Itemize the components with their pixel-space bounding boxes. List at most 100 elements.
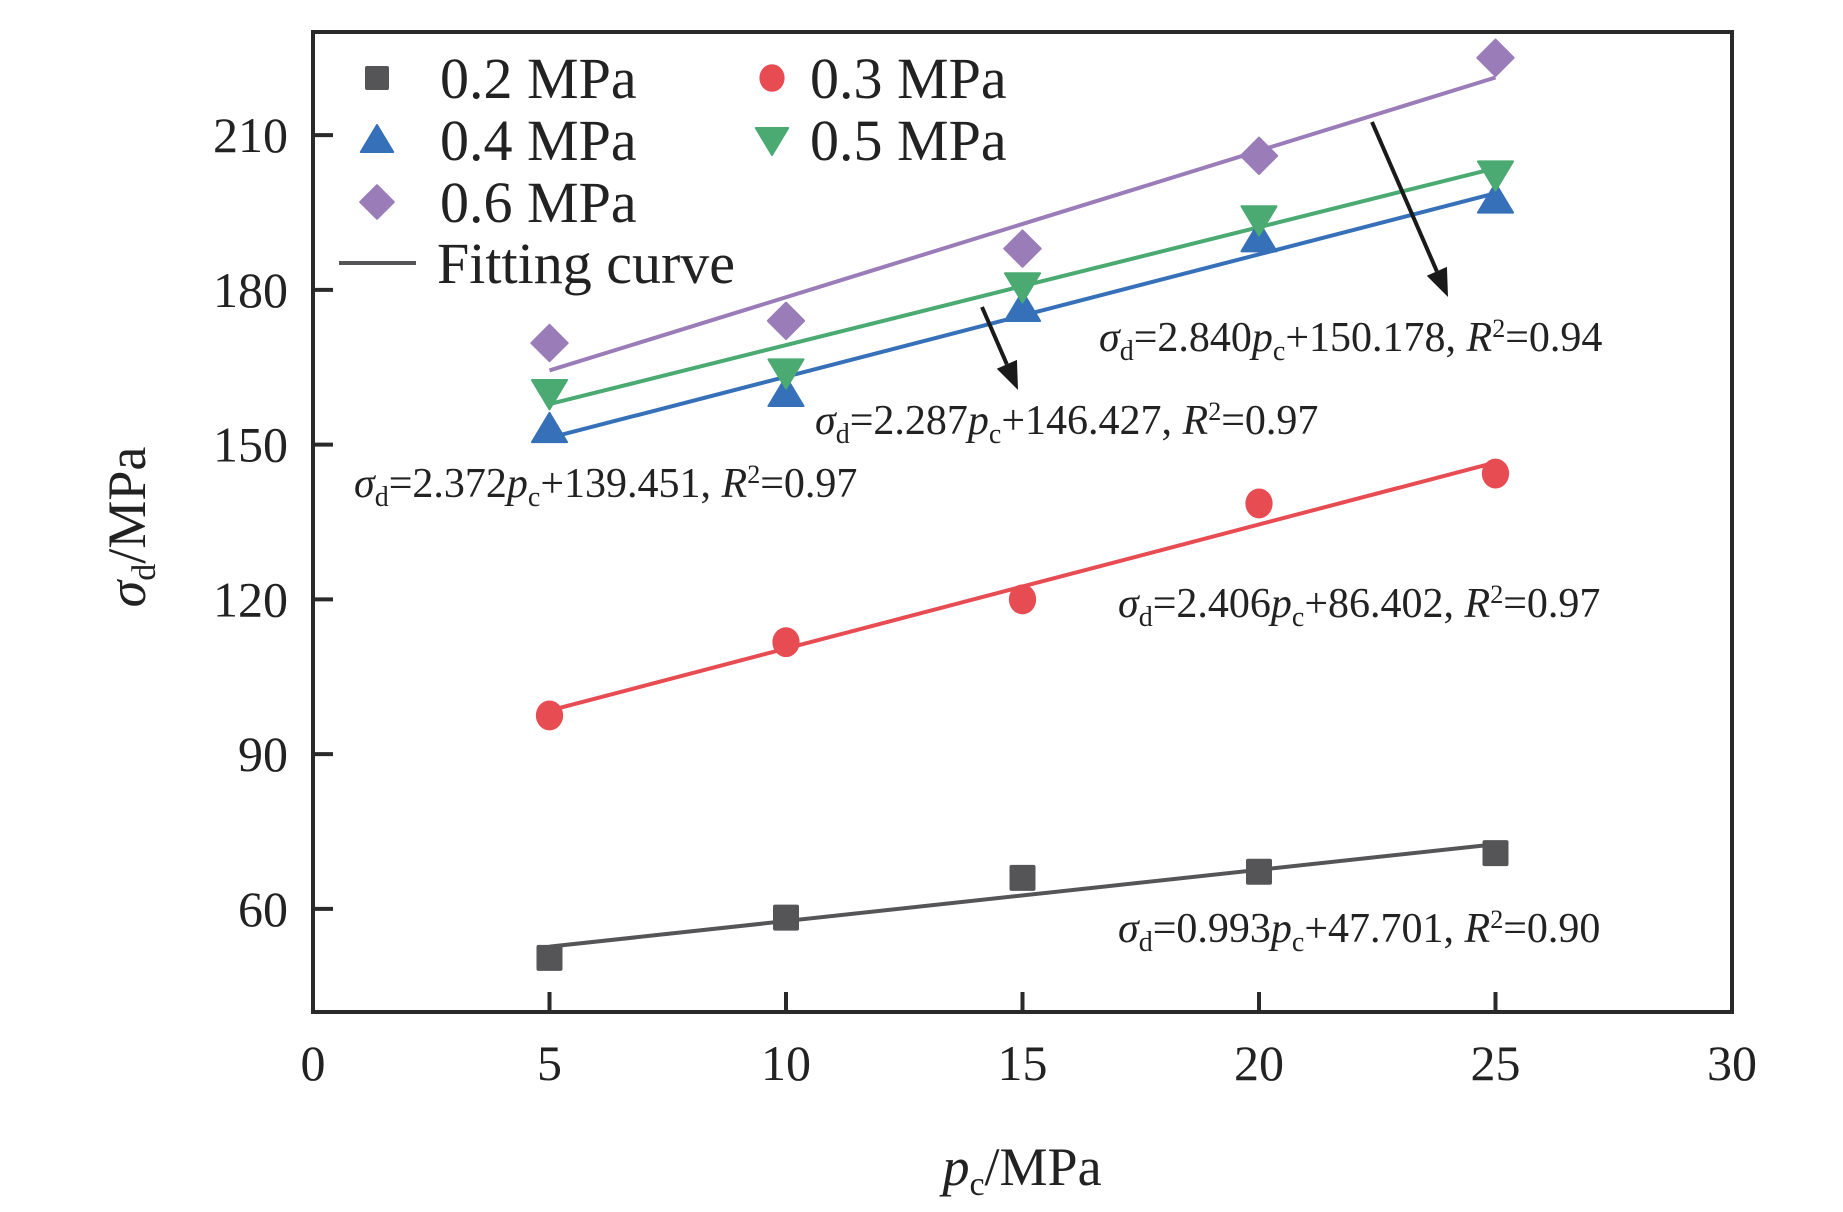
y-tick-label: 210 [213, 107, 288, 163]
data-point [773, 904, 799, 931]
fit-line-0-2-MPa [549, 842, 1496, 949]
x-tick-label: 5 [537, 1035, 562, 1091]
x-axis-title-unit: /MPa [985, 1137, 1102, 1197]
equation-part: 2 [1208, 397, 1221, 426]
annotation-arrow [1370, 121, 1448, 297]
equation-part: d [1139, 927, 1153, 958]
data-point [530, 411, 569, 444]
data-point [772, 627, 800, 658]
data-point [767, 358, 805, 390]
data-point [535, 700, 564, 731]
legend-label: 0.5 MPa [810, 108, 1007, 173]
data-markers [530, 38, 1515, 971]
y-tick-label: 90 [238, 726, 288, 782]
equation-part: +86.402, [1304, 581, 1464, 627]
equation-part: +47.701, [1304, 906, 1464, 952]
x-tick-label: 30 [1707, 1035, 1757, 1091]
equation-part: R [1182, 398, 1209, 444]
equation-part: σ [1118, 581, 1141, 627]
legend-marker-square-icon [365, 66, 389, 90]
arrow-shaft [1370, 121, 1439, 273]
x-tick-label: 10 [761, 1035, 811, 1091]
equation-part: c [1292, 602, 1304, 633]
y-tick-label: 60 [238, 881, 288, 937]
data-point [530, 323, 569, 363]
equation-part: c [1292, 927, 1304, 958]
fit-equation: σd=2.406pc+86.402, R2=0.97 [1118, 580, 1600, 633]
equation-part: R [721, 461, 748, 507]
fit-equation: σd=2.840pc+150.178, R2=0.94 [1099, 314, 1602, 367]
data-point [530, 379, 569, 411]
data-point [767, 375, 805, 408]
equation-part: σ [1099, 315, 1122, 361]
data-point [1476, 160, 1515, 192]
equation-part: =2.840 [1134, 315, 1252, 361]
equation-part: d [1139, 602, 1153, 633]
equation-part: =0.993 [1153, 906, 1271, 952]
equation-part: R [1464, 581, 1491, 627]
x-axis-title-main: p [938, 1137, 969, 1197]
equation-part: 2 [1490, 905, 1503, 934]
x-tick-label: 20 [1234, 1035, 1284, 1091]
data-point [1003, 290, 1042, 322]
equation-part: p [1268, 906, 1292, 952]
equation-part: p [1268, 581, 1292, 627]
arrow-head-icon [1426, 266, 1448, 297]
equation-part: σ [354, 461, 377, 507]
equation-part: +146.427, [1001, 398, 1182, 444]
equation-part: +150.178, [1285, 315, 1466, 361]
legend-label: 0.6 MPa [440, 170, 637, 235]
data-point [1246, 858, 1272, 885]
equation-part: d [375, 482, 389, 513]
y-tick-label: 120 [213, 571, 288, 627]
data-point [1482, 840, 1509, 867]
equation-part: =2.406 [1153, 581, 1271, 627]
data-point [1239, 136, 1279, 175]
legend-marker-triangle-up-icon [359, 124, 395, 153]
equation-part: c [1273, 336, 1285, 367]
equation-part: d [836, 419, 850, 450]
y-axis-title-unit: /MPa [97, 447, 157, 564]
legend-marker-circle-icon [759, 64, 785, 92]
annotation-arrow [980, 306, 1018, 390]
equation-part: p [504, 461, 528, 507]
data-point [1481, 458, 1510, 489]
fit-equation: σd=0.993pc+47.701, R2=0.90 [1118, 905, 1600, 958]
fit-line-0-6-MPa [548, 75, 1497, 373]
x-axis-title: pc/MPa [938, 1137, 1101, 1203]
x-tick-label: 0 [301, 1035, 326, 1091]
data-point [1476, 182, 1515, 214]
equation-part: σ [815, 398, 838, 444]
equation-part: =2.372 [389, 461, 507, 507]
data-point [766, 301, 806, 341]
data-point [1008, 584, 1037, 615]
data-point [1476, 38, 1515, 77]
legend-fit-label: Fitting curve [437, 231, 735, 296]
fit-lines [548, 75, 1497, 949]
legend-label: 0.3 MPa [810, 46, 1007, 111]
data-point [1009, 864, 1036, 891]
equation-part: R [1464, 906, 1491, 952]
equation-part: =0.97 [1503, 581, 1600, 627]
equation-part: d [1120, 336, 1134, 367]
equation-part: =0.94 [1505, 315, 1602, 361]
equation-part: 2 [1490, 580, 1503, 609]
y-tick-label: 150 [213, 417, 288, 473]
equation-part: p [965, 398, 989, 444]
data-point [1003, 272, 1042, 304]
data-point [1003, 229, 1042, 268]
x-tick-label: 15 [998, 1035, 1048, 1091]
legend-marker-triangle-down-icon [754, 127, 790, 156]
fit-equation: σd=2.287pc+146.427, R2=0.97 [815, 397, 1318, 450]
y-axis-ticks: 60 90 120 150 180 210 [213, 107, 333, 937]
arrow-head-icon [996, 359, 1018, 390]
equation-part: =2.287 [850, 398, 968, 444]
equation-part: R [1466, 315, 1493, 361]
equation-part: σ [1118, 906, 1141, 952]
fit-equations: σd=0.993pc+47.701, R2=0.90σd=2.406pc+86.… [354, 314, 1602, 958]
legend-label: 0.4 MPa [440, 108, 637, 173]
arrow-shaft [980, 306, 1009, 366]
equation-part: 2 [1492, 314, 1505, 343]
x-tick-label: 25 [1471, 1035, 1521, 1091]
